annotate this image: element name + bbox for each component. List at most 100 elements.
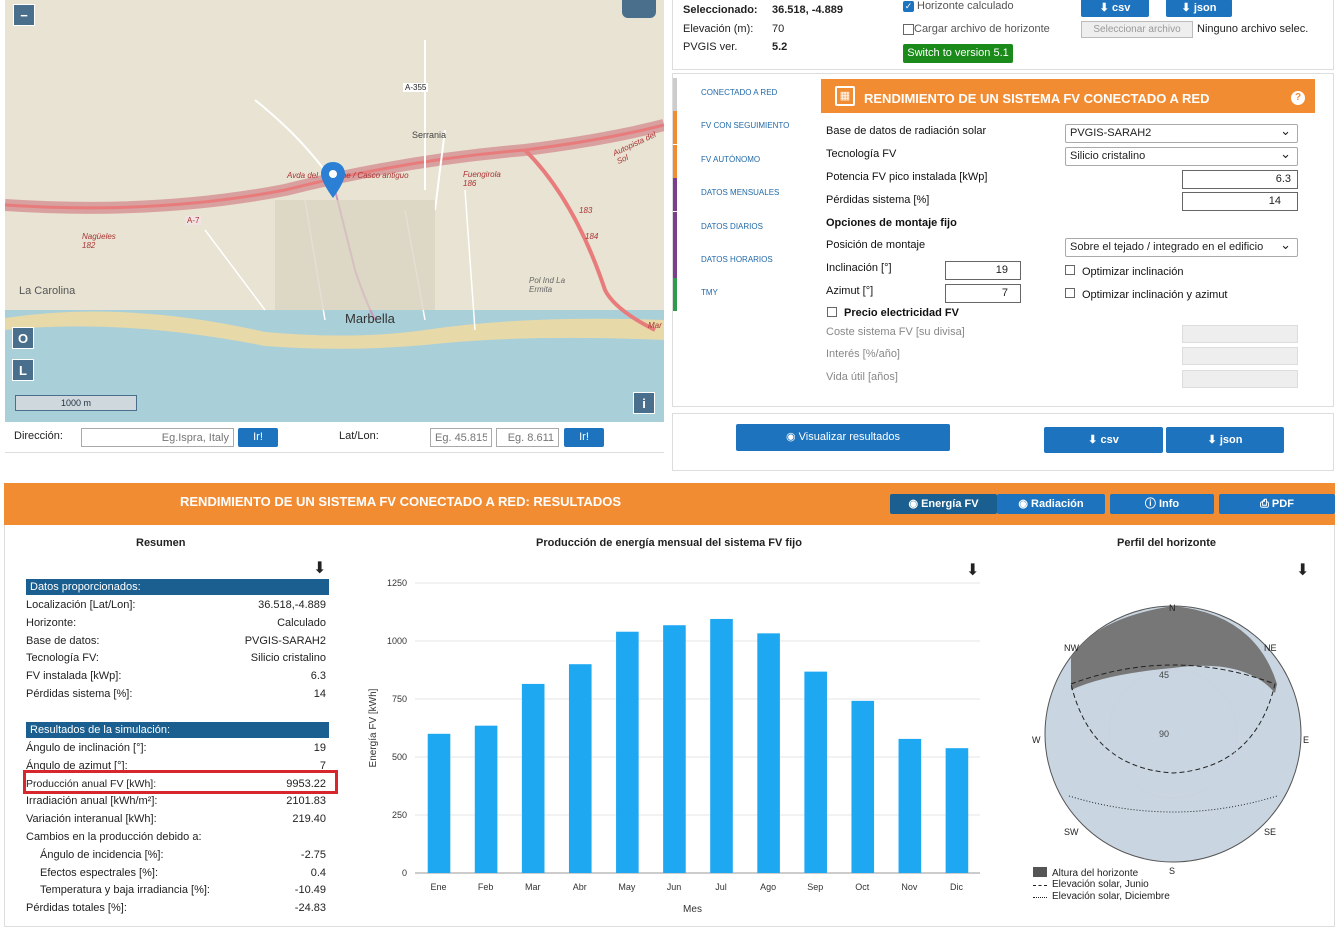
download-icon: ⬇: [1099, 2, 1112, 14]
pdf-button[interactable]: ⎙ PDF: [1219, 494, 1335, 514]
row-label: Temperatura y baja irradiancia [%]:: [40, 884, 210, 897]
map-l-button[interactable]: L: [12, 359, 34, 381]
csv-label: csv: [1111, 2, 1131, 14]
opt-incl-label: Optimizar inclinación: [1082, 266, 1184, 278]
interest-input[interactable]: [1182, 347, 1298, 365]
chart-title: Producción de energía mensual del sistem…: [536, 537, 802, 549]
loss-label: Pérdidas sistema [%]: [826, 194, 930, 206]
life-label: Vida útil [años]: [826, 371, 898, 383]
cost-input[interactable]: [1182, 325, 1298, 343]
choose-file-button[interactable]: Seleccionar archivo: [1081, 21, 1193, 38]
life-input[interactable]: [1182, 370, 1298, 388]
bar: [474, 725, 498, 873]
tab-2[interactable]: FV AUTÓNOMO: [673, 144, 801, 178]
x-tick-label: Nov: [901, 882, 918, 892]
row-value: 6.3: [310, 670, 326, 683]
horizon-upload-checkbox[interactable]: [903, 24, 914, 35]
row-label: Irradiación anual [kWh/m²]:: [26, 795, 158, 808]
y-tick-label: 250: [392, 810, 407, 820]
address-go-button[interactable]: Ir!: [238, 428, 278, 447]
y-tick-label: 1000: [387, 636, 407, 646]
tab-3[interactable]: DATOS MENSUALES: [673, 178, 801, 212]
divider: [5, 452, 664, 453]
info-icon: ⓘ: [1144, 498, 1159, 510]
compass-n: N: [1169, 603, 1176, 613]
compass-e: E: [1303, 735, 1310, 745]
json-label: json: [1219, 434, 1243, 446]
opt-incl-checkbox[interactable]: [1065, 265, 1075, 275]
position-label: Posición de montaje: [826, 239, 926, 251]
map-o-button[interactable]: O: [12, 327, 34, 349]
form-header: [821, 79, 1315, 113]
legend-swatch: [1033, 867, 1047, 877]
tab-4[interactable]: DATOS DIARIOS: [673, 211, 801, 245]
json-button[interactable]: ⬇ json: [1166, 427, 1284, 453]
map-label: 183: [579, 206, 593, 215]
y-tick-label: 500: [392, 752, 407, 762]
download-summary-icon[interactable]: ⬇: [313, 560, 327, 577]
given-header: Datos proporcionados:: [26, 579, 329, 595]
x-axis-label: Mes: [683, 904, 702, 915]
june-path: [1070, 664, 1276, 774]
power-input[interactable]: 6.3: [1182, 170, 1298, 189]
visualize-button[interactable]: ◉ Visualizar resultados: [736, 424, 950, 451]
zoom-out-button[interactable]: −: [13, 4, 35, 26]
bar: [898, 738, 922, 873]
horizon-json-button[interactable]: ⬇ json: [1166, 0, 1232, 17]
bar: [757, 633, 780, 873]
db-select[interactable]: PVGIS-SARAH2: [1065, 123, 1298, 143]
eye-icon: ◉: [786, 431, 799, 443]
horizon-calc-checkbox[interactable]: ✓: [903, 1, 914, 12]
visualize-label: Visualizar resultados: [798, 431, 900, 443]
tech-select[interactable]: Silicio cristalino: [1065, 146, 1298, 166]
address-input[interactable]: [81, 428, 234, 447]
azimuth-label: Azimut [°]: [826, 285, 874, 297]
tech-label: Tecnología FV: [826, 148, 897, 160]
tab-energy[interactable]: ◉ Energía FV: [890, 494, 997, 514]
row-value: 19: [313, 742, 326, 754]
help-icon[interactable]: ?: [1291, 91, 1305, 105]
price-checkbox[interactable]: [827, 307, 837, 317]
ring-90: 90: [1159, 729, 1170, 739]
row-value: 2101.83: [286, 795, 326, 808]
bar: [521, 683, 545, 873]
legend-june: Elevación solar, Junio: [1052, 879, 1149, 890]
summary-row: Base de datos: PVGIS-SARAH2: [26, 632, 328, 650]
legend-dash: [1033, 885, 1047, 886]
lon-input[interactable]: [496, 428, 559, 447]
bar: [851, 700, 875, 873]
summary-row: Localización [Lat/Lon]: 36.518,-4.889: [26, 596, 328, 614]
latlon-go-button[interactable]: Ir!: [564, 428, 604, 447]
info-button[interactable]: ⓘ Info: [1110, 494, 1214, 514]
horizon-csv-button[interactable]: ⬇ csv: [1081, 0, 1149, 17]
loss-input[interactable]: 14: [1182, 192, 1298, 211]
csv-button[interactable]: ⬇ csv: [1044, 427, 1163, 453]
bar: [616, 631, 639, 873]
map-label: Mar: [648, 321, 662, 330]
lat-input[interactable]: [430, 428, 492, 447]
horizon-height-area: [1071, 606, 1277, 693]
tab-6[interactable]: TMY: [673, 278, 801, 312]
map-info-button[interactable]: i: [633, 392, 655, 414]
switch-version-button[interactable]: Switch to version 5.1: [903, 44, 1013, 63]
version-value: 5.2: [772, 41, 788, 53]
map[interactable]: A-355 Serrania Avda del Trapiche / Casco…: [5, 0, 664, 422]
map-pin-icon[interactable]: [321, 162, 345, 198]
row-value: 0.4: [310, 866, 326, 879]
ring-45: 45: [1159, 670, 1170, 680]
tab-radiation[interactable]: ◉ Radiación: [997, 494, 1105, 514]
tab-1[interactable]: FV CON SEGUIMIENTO: [673, 111, 801, 145]
opt-both-checkbox[interactable]: [1065, 288, 1075, 298]
row-value: Calculado: [277, 616, 326, 629]
map-label: A-7: [185, 216, 202, 225]
print-icon: ⎙: [1260, 498, 1272, 510]
tab-5[interactable]: DATOS HORARIOS: [673, 245, 801, 278]
download-chart-icon[interactable]: ⬇: [966, 562, 980, 579]
download-horizon-icon[interactable]: ⬇: [1296, 562, 1310, 579]
latlon-label: Lat/Lon:: [339, 430, 379, 442]
incl-input[interactable]: 19: [945, 261, 1021, 280]
azimuth-input[interactable]: 7: [945, 284, 1021, 303]
tab-0[interactable]: CONECTADO A RED: [673, 78, 801, 111]
layers-button[interactable]: [622, 0, 656, 18]
position-select[interactable]: Sobre el tejado / integrado en el edific…: [1065, 237, 1298, 257]
